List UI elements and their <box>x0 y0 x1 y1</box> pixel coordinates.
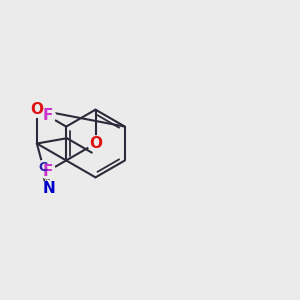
Circle shape <box>41 181 56 196</box>
Circle shape <box>29 102 44 117</box>
Circle shape <box>40 108 56 124</box>
Circle shape <box>37 160 50 174</box>
Text: O: O <box>30 102 44 117</box>
Circle shape <box>40 164 56 179</box>
Text: O: O <box>89 136 102 151</box>
Circle shape <box>88 136 103 151</box>
Text: N: N <box>43 181 55 196</box>
Text: F: F <box>43 164 53 178</box>
Text: C: C <box>39 160 48 174</box>
Text: F: F <box>43 109 53 124</box>
